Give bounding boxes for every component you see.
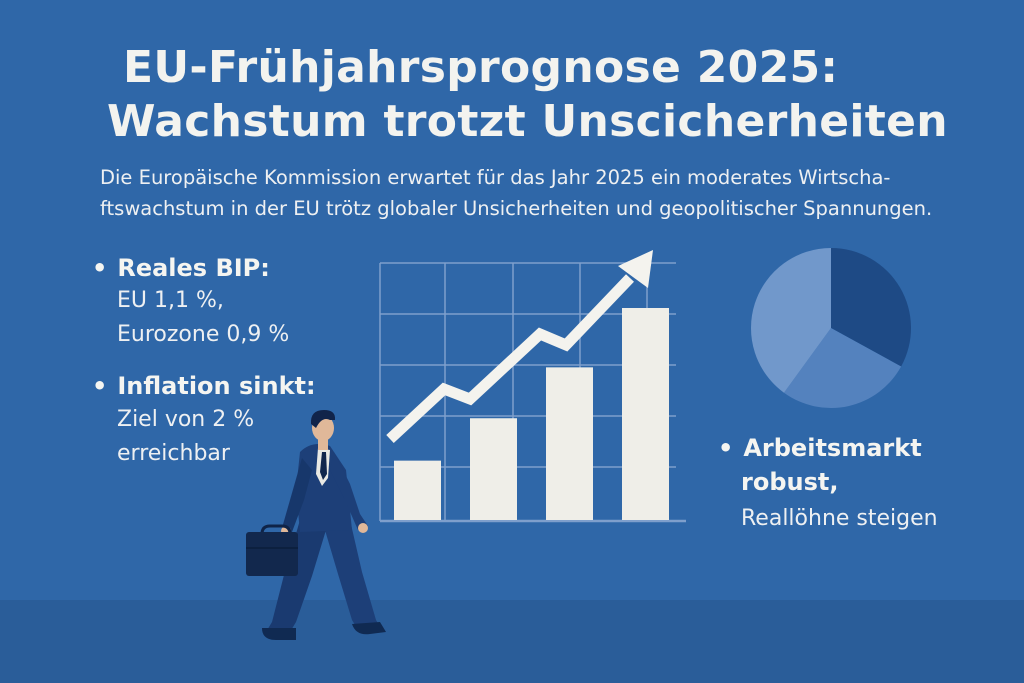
illustration-bar [622,308,669,520]
bullet-dot: • [92,372,108,400]
pie-slice [783,328,902,409]
inflation-line-1: Ziel von 2 % [117,407,255,432]
arbeitsmarkt-line-1: Reallöhne steigen [741,506,938,531]
illustration-bar [394,460,441,520]
intro-line-2: ftswachstum in der EU trötz globaler Uns… [100,197,933,220]
bullet-arbeitsmarkt-label-2: robust, [741,468,839,496]
bullet-dot: • [718,434,734,462]
title-line-2: Wachstum trotzt Unscicherheiten [107,96,948,147]
bars-group [394,308,669,520]
illustration-bar [470,418,517,520]
bullet-inflation-heading: • Inflation sinkt: [92,372,316,400]
intro-line-1: Die Europäische Kommission erwartet für … [100,166,891,189]
bullet-bip-heading: • Reales BIP: [92,254,270,282]
bullet-dot: • [92,254,108,282]
growth-arrow-icon [386,250,653,444]
bullet-bip-label: Reales BIP: [117,254,270,282]
pie-slice [751,248,831,393]
illustration-bar [546,367,593,520]
businessman-icon [262,410,386,640]
pie-chart-icon [751,248,911,409]
bullet-arbeitsmarkt-label-1: Arbeitsmarkt [743,434,922,462]
briefcase-icon [246,524,298,576]
inflation-line-2: erreichbar [117,441,230,466]
bullet-inflation-label: Inflation sinkt: [117,372,316,400]
bip-eurozone-value: Eurozone 0,9 % [117,322,290,347]
bullet-arbeitsmarkt-heading: • Arbeitsmarkt [718,434,922,462]
floor-band [0,600,1024,683]
intro-text: Die Europäische Kommission erwartet für … [100,162,980,224]
bip-eu-value: EU 1,1 %, [117,288,224,313]
title-line-1: EU-Frühjahrsprognose 2025: [123,42,839,93]
pie-slice [831,248,911,367]
